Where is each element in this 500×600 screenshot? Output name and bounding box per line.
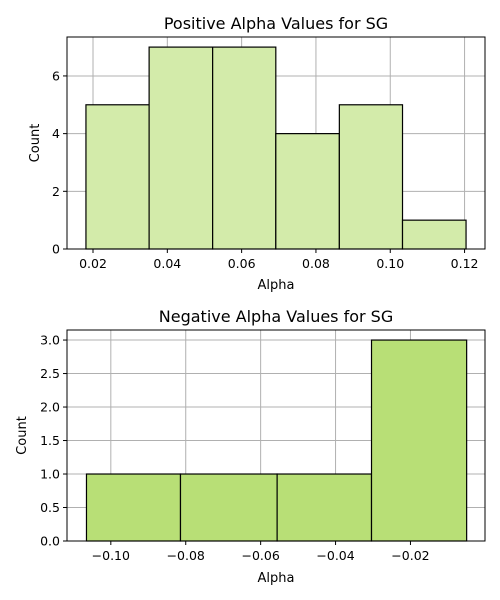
histogram-bar — [401, 219, 467, 250]
histogram-bar — [212, 46, 277, 250]
x-tick-label: 0.02 — [79, 256, 107, 271]
histogram-bar — [276, 473, 373, 542]
plot-frame — [66, 329, 486, 542]
histogram-bar — [148, 46, 214, 250]
x-tick-label: −0.08 — [167, 548, 205, 563]
y-tick-label: 4 — [52, 126, 60, 141]
y-tick-label: 1.5 — [40, 433, 60, 448]
y-tick-label: 2 — [52, 184, 60, 199]
y-tick-label: 6 — [52, 68, 60, 83]
histogram-bar — [85, 473, 182, 542]
y-tick-label: 3.0 — [40, 333, 60, 348]
x-tick-label: −0.06 — [241, 548, 279, 563]
positive-alpha-histogram: 0.02 0.04 0.06 0.08 0.10 0.12 0 2 4 6 Positive A… — [28, 14, 486, 293]
negative-alpha-histogram: −0.10 −0.08 −0.06 −0.04 −0.02 0.0 0.5 1.0 1.5 2.… — [15, 307, 486, 586]
plot-frame — [66, 36, 486, 250]
histogram-bar — [275, 133, 340, 250]
x-tick-label: −0.02 — [391, 548, 429, 563]
histogram-bar — [179, 473, 278, 542]
x-ticks: 0.02 0.04 0.06 0.08 0.10 0.12 — [79, 249, 478, 271]
histogram-bar — [370, 339, 468, 542]
y-ticks: 0 2 4 6 — [52, 68, 67, 257]
histogram-bar — [85, 104, 150, 250]
x-ticks: −0.10 −0.08 −0.06 −0.04 −0.02 — [92, 541, 430, 563]
bars — [85, 339, 468, 542]
x-tick-label: −0.04 — [316, 548, 354, 563]
x-tick-label: 0.06 — [228, 256, 256, 271]
x-axis-label: Alpha — [258, 571, 295, 586]
y-tick-label: 0.5 — [40, 500, 60, 515]
y-tick-label: 0 — [52, 242, 60, 257]
y-axis-label: Count — [28, 124, 43, 163]
histogram-bar — [338, 104, 404, 250]
y-tick-label: 2.5 — [40, 366, 60, 381]
x-tick-label: 0.08 — [302, 256, 330, 271]
x-tick-label: 0.04 — [153, 256, 181, 271]
y-tick-label: 0.0 — [40, 534, 60, 549]
x-axis-label: Alpha — [258, 278, 295, 293]
y-tick-label: 1.0 — [40, 467, 60, 482]
y-axis-label: Count — [15, 416, 30, 455]
x-tick-label: 0.10 — [376, 256, 404, 271]
y-tick-label: 2.0 — [40, 400, 60, 415]
chart-title: Negative Alpha Values for SG — [159, 307, 393, 326]
bars — [85, 46, 467, 250]
x-tick-label: 0.12 — [451, 256, 479, 271]
y-ticks: 0.0 0.5 1.0 1.5 2.0 2.5 3.0 — [40, 333, 67, 549]
x-tick-label: −0.10 — [92, 548, 130, 563]
chart-title: Positive Alpha Values for SG — [164, 14, 388, 33]
